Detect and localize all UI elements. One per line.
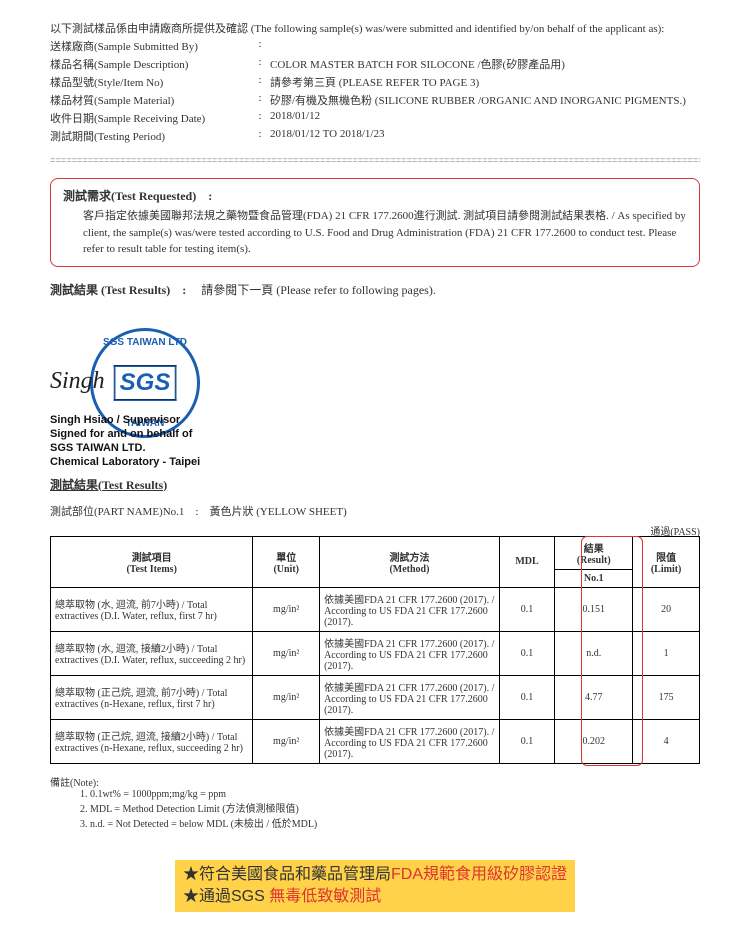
field-label: 樣品型號(Style/Item No) <box>50 74 250 90</box>
field-value: 矽膠/有機及無機色粉 (SILICONE RUBBER /ORGANIC AND… <box>270 92 700 108</box>
field-value: 2018/01/12 TO 2018/1/23 <box>270 128 700 144</box>
cell-unit: mg/in² <box>253 587 320 631</box>
field-label: 送樣廠商(Sample Submitted By) <box>50 38 250 54</box>
colon: : <box>250 128 270 144</box>
intro-text: 以下測試樣品係由申請廠商所提供及確認 (The following sample… <box>50 20 700 36</box>
note-item: 1. 0.1wt% = 1000ppm;mg/kg = ppm <box>80 789 700 800</box>
cell-method: 依據美國FDA 21 CFR 177.2600 (2017). / Accord… <box>320 631 500 675</box>
cell-method: 依據美國FDA 21 CFR 177.2600 (2017). / Accord… <box>320 587 500 631</box>
cell-mdl: 0.1 <box>499 675 554 719</box>
th-limit: 限值(Limit) <box>633 536 700 587</box>
notes-title: 備註(Note): <box>50 774 700 789</box>
test-results-line: 測試結果 (Test Results) : 請參閱下一頁 (Please ref… <box>50 281 700 298</box>
field-material: 樣品材質(Sample Material) : 矽膠/有機及無機色粉 (SILI… <box>50 92 700 108</box>
th-mdl: MDL <box>499 536 554 587</box>
field-value: 2018/01/12 <box>270 110 700 126</box>
test-requested-title: 測試需求(Test Requested) : <box>63 187 687 204</box>
field-value: 請參考第三頁 (PLEASE REFER TO PAGE 3) <box>270 74 700 90</box>
cell-mdl: 0.1 <box>499 631 554 675</box>
th-item: 測試項目(Test Items) <box>51 536 253 587</box>
cell-mdl: 0.1 <box>499 587 554 631</box>
cell-unit: mg/in² <box>253 631 320 675</box>
test-results-title: 測試結果(Test Results) <box>50 476 700 493</box>
cell-method: 依據美國FDA 21 CFR 177.2600 (2017). / Accord… <box>320 675 500 719</box>
field-submitted-by: 送樣廠商(Sample Submitted By) : <box>50 38 700 54</box>
signature-script: Singh <box>50 368 105 395</box>
test-results-value: 請參閱下一頁 (Please refer to following pages)… <box>201 283 436 297</box>
table-row: 總萃取物 (正己烷, 迴流, 前7小時) / Total extractives… <box>51 675 700 719</box>
results-table: 測試項目(Test Items) 單位(Unit) 測試方法(Method) M… <box>50 536 700 764</box>
test-results-label: 測試結果 (Test Results) : <box>50 283 186 297</box>
th-result: 結果(Result) <box>555 536 633 569</box>
cell-item: 總萃取物 (正己烷, 迴流, 前7小時) / Total extractives… <box>51 675 253 719</box>
note-item: 3. n.d. = Not Detected = below MDL (未檢出 … <box>80 815 700 830</box>
table-row: 總萃取物 (水, 迴流, 前7小時) / Total extractives (… <box>51 587 700 631</box>
colon: : <box>250 38 270 54</box>
field-label: 樣品材質(Sample Material) <box>50 92 250 108</box>
cell-limit: 20 <box>633 587 700 631</box>
banner-line-2: ★通過SGS 無毒低致敏測試 <box>183 886 567 908</box>
table-row: 總萃取物 (正己烷, 迴流, 接續2小時) / Total extractive… <box>51 719 700 763</box>
field-value: COLOR MASTER BATCH FOR SILOCONE /色膠(矽膠產品… <box>270 56 700 72</box>
colon: : <box>250 56 270 72</box>
field-description: 樣品名稱(Sample Description) : COLOR MASTER … <box>50 56 700 72</box>
banner-line-1: ★符合美國食品和藥品管理局FDA規範食用級矽膠認證 <box>183 864 567 886</box>
cell-result: 0.151 <box>555 587 633 631</box>
signature-block: SGS TAIWAN LTD TAIWAN Singh Singh Hsiao … <box>50 328 700 468</box>
bottom-banner: ★符合美國食品和藥品管理局FDA規範食用級矽膠認證 ★通過SGS 無毒低致敏測試 <box>175 860 575 913</box>
colon: : <box>250 74 270 90</box>
test-requested-box: 測試需求(Test Requested) : 客戶指定依據美國聯邦法規之藥物暨食… <box>50 178 700 267</box>
cell-limit: 1 <box>633 631 700 675</box>
banner-text-2b: 無毒低致敏測試 <box>269 888 381 905</box>
field-label: 測試期間(Testing Period) <box>50 128 250 144</box>
cell-limit: 175 <box>633 675 700 719</box>
field-style: 樣品型號(Style/Item No) : 請參考第三頁 (PLEASE REF… <box>50 74 700 90</box>
test-requested-body: 客戶指定依據美國聯邦法規之藥物暨食品管理(FDA) 21 CFR 177.260… <box>63 208 687 258</box>
th-result-sub: No.1 <box>555 569 633 587</box>
cell-result: 0.202 <box>555 719 633 763</box>
cell-result: n.d. <box>555 631 633 675</box>
colon: : <box>250 110 270 126</box>
cell-item: 總萃取物 (水, 迴流, 接續2小時) / Total extractives … <box>51 631 253 675</box>
field-label: 樣品名稱(Sample Description) <box>50 56 250 72</box>
part-name-line: 測試部位(PART NAME)No.1 : 黃色片狀 (YELLOW SHEET… <box>50 503 700 519</box>
banner-text-1a: ★符合美國食品和藥品管理局 <box>183 866 391 883</box>
field-testing-period: 測試期間(Testing Period) : 2018/01/12 TO 201… <box>50 128 700 144</box>
notes-block: 備註(Note): 1. 0.1wt% = 1000ppm;mg/kg = pp… <box>50 774 700 830</box>
cell-item: 總萃取物 (正己烷, 迴流, 接續2小時) / Total extractive… <box>51 719 253 763</box>
colon: : <box>250 92 270 108</box>
th-unit: 單位(Unit) <box>253 536 320 587</box>
cell-mdl: 0.1 <box>499 719 554 763</box>
cell-method: 依據美國FDA 21 CFR 177.2600 (2017). / Accord… <box>320 719 500 763</box>
table-row: 總萃取物 (水, 迴流, 接續2小時) / Total extractives … <box>51 631 700 675</box>
banner-text-1b: FDA規範食用級矽膠認證 <box>391 866 567 883</box>
signature-text: Singh Hsiao / SupervisorSigned for and o… <box>50 413 200 470</box>
cell-limit: 4 <box>633 719 700 763</box>
divider-line: ========================================… <box>50 156 700 166</box>
cell-item: 總萃取物 (水, 迴流, 前7小時) / Total extractives (… <box>51 587 253 631</box>
note-item: 2. MDL = Method Detection Limit (方法偵測極限值… <box>80 800 700 815</box>
cell-result: 4.77 <box>555 675 633 719</box>
banner-text-2a: ★通過SGS <box>183 888 269 905</box>
field-value <box>270 38 700 54</box>
field-label: 收件日期(Sample Receiving Date) <box>50 110 250 126</box>
results-table-wrap: 測試項目(Test Items) 單位(Unit) 測試方法(Method) M… <box>50 536 700 764</box>
field-receiving-date: 收件日期(Sample Receiving Date) : 2018/01/12 <box>50 110 700 126</box>
cell-unit: mg/in² <box>253 675 320 719</box>
stamp-top-text: SGS TAIWAN LTD <box>103 337 187 348</box>
cell-unit: mg/in² <box>253 719 320 763</box>
th-method: 測試方法(Method) <box>320 536 500 587</box>
